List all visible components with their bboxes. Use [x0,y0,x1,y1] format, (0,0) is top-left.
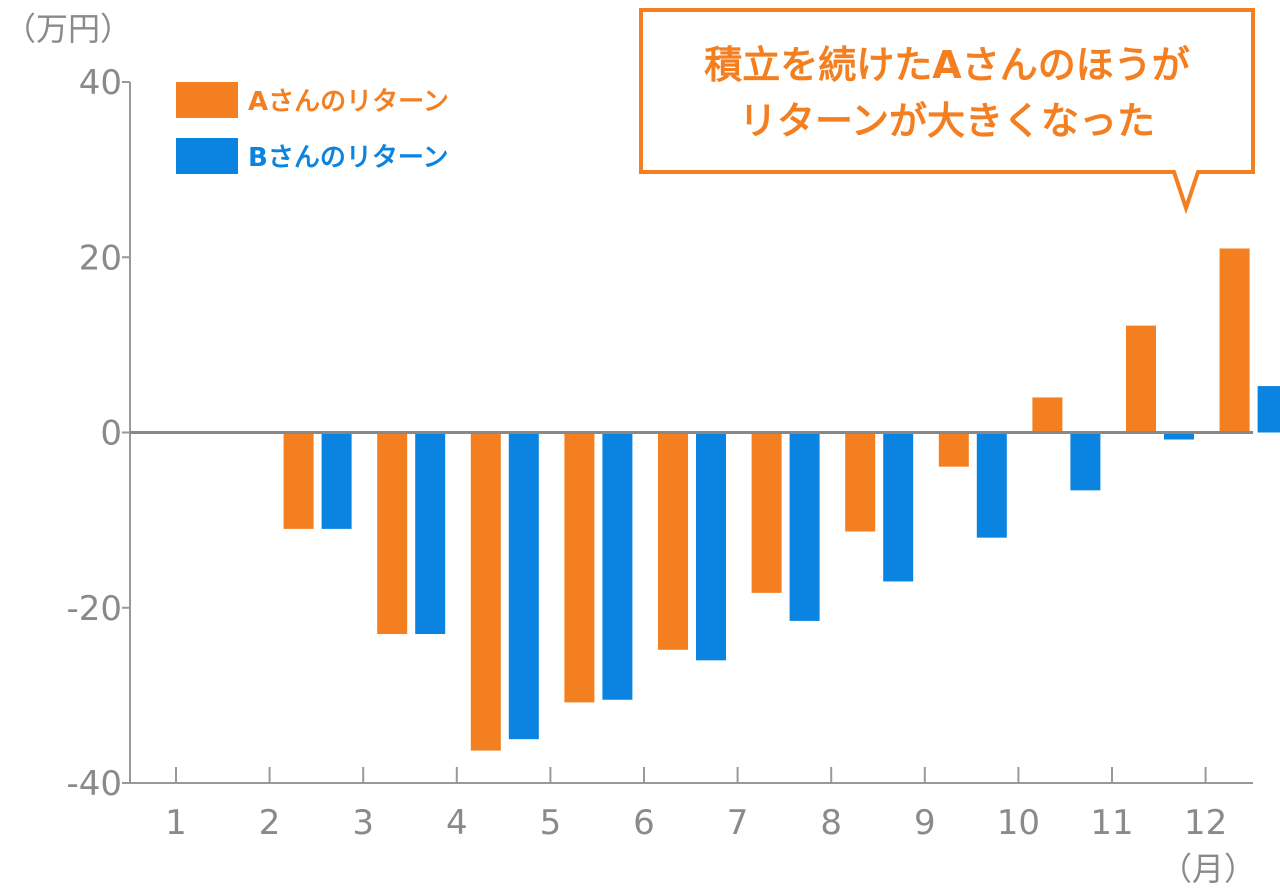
bar-b-3 [415,432,446,635]
bar-a-3 [377,432,408,635]
bar-a-5 [564,432,595,703]
bar-b-8 [883,432,914,582]
bar-b-7 [789,432,820,621]
bar-b-10 [1070,432,1101,491]
y-tick-label: 40 [79,63,122,103]
x-tick-label: 9 [914,803,936,843]
bar-a-9 [938,432,969,467]
x-tick-label: 4 [446,803,468,843]
bars-group [283,248,1280,751]
x-tick-label: 3 [352,803,374,843]
bar-b-4 [508,432,539,740]
legend: Aさんのリターン Bさんのリターン [176,82,449,174]
x-tick-label: 1 [165,803,187,843]
bar-a-7 [751,432,782,593]
bar-b-9 [976,432,1007,538]
x-tick-label: 12 [1184,803,1227,843]
bar-b-5 [602,432,633,700]
y-tick-label: -40 [66,764,122,804]
bar-b-11 [1164,432,1194,440]
y-tick-label: 20 [79,238,122,278]
bar-b-6 [696,432,726,661]
x-tick-label: 11 [1090,803,1133,843]
x-tick-label: 7 [727,803,749,843]
bar-a-4 [470,432,501,751]
y-tick-labels: 40 20 0 -20 -40 [66,63,122,804]
x-tick-label: 10 [997,803,1040,843]
bar-b-12 [1257,386,1280,433]
x-tick-labels: 1 2 3 4 5 6 7 8 9 10 11 12 [165,803,1227,843]
bar-a-11 [1126,325,1156,433]
x-axis-unit-label: （月） [1160,850,1256,888]
y-tick-label: -20 [66,589,122,629]
y-tick-label: 0 [100,414,122,454]
legend-swatch-a [176,82,238,118]
callout-box [639,8,1255,215]
legend-swatch-b [176,138,238,174]
x-tick-label: 5 [540,803,562,843]
bar-a-8 [845,432,876,532]
legend-label-b: Bさんのリターン [248,143,449,173]
axes-group [122,81,1253,784]
callout-line-1: 積立を続けたAさんのほうが [704,43,1189,87]
bar-a-6 [658,432,688,650]
legend-label-a: Aさんのリターン [248,87,449,117]
bar-a-12 [1219,248,1250,433]
bar-b-2 [321,432,352,529]
callout: 積立を続けたAさんのほうが リターンが大きくなった [639,8,1255,215]
x-tick-label: 6 [633,803,655,843]
x-tick-label: 2 [259,803,281,843]
bar-a-2 [283,432,314,529]
x-tick-label: 8 [820,803,842,843]
y-axis-unit-label: （万円） [4,10,132,48]
bar-a-10 [1032,397,1063,433]
callout-line-2: リターンが大きくなった [739,99,1155,143]
